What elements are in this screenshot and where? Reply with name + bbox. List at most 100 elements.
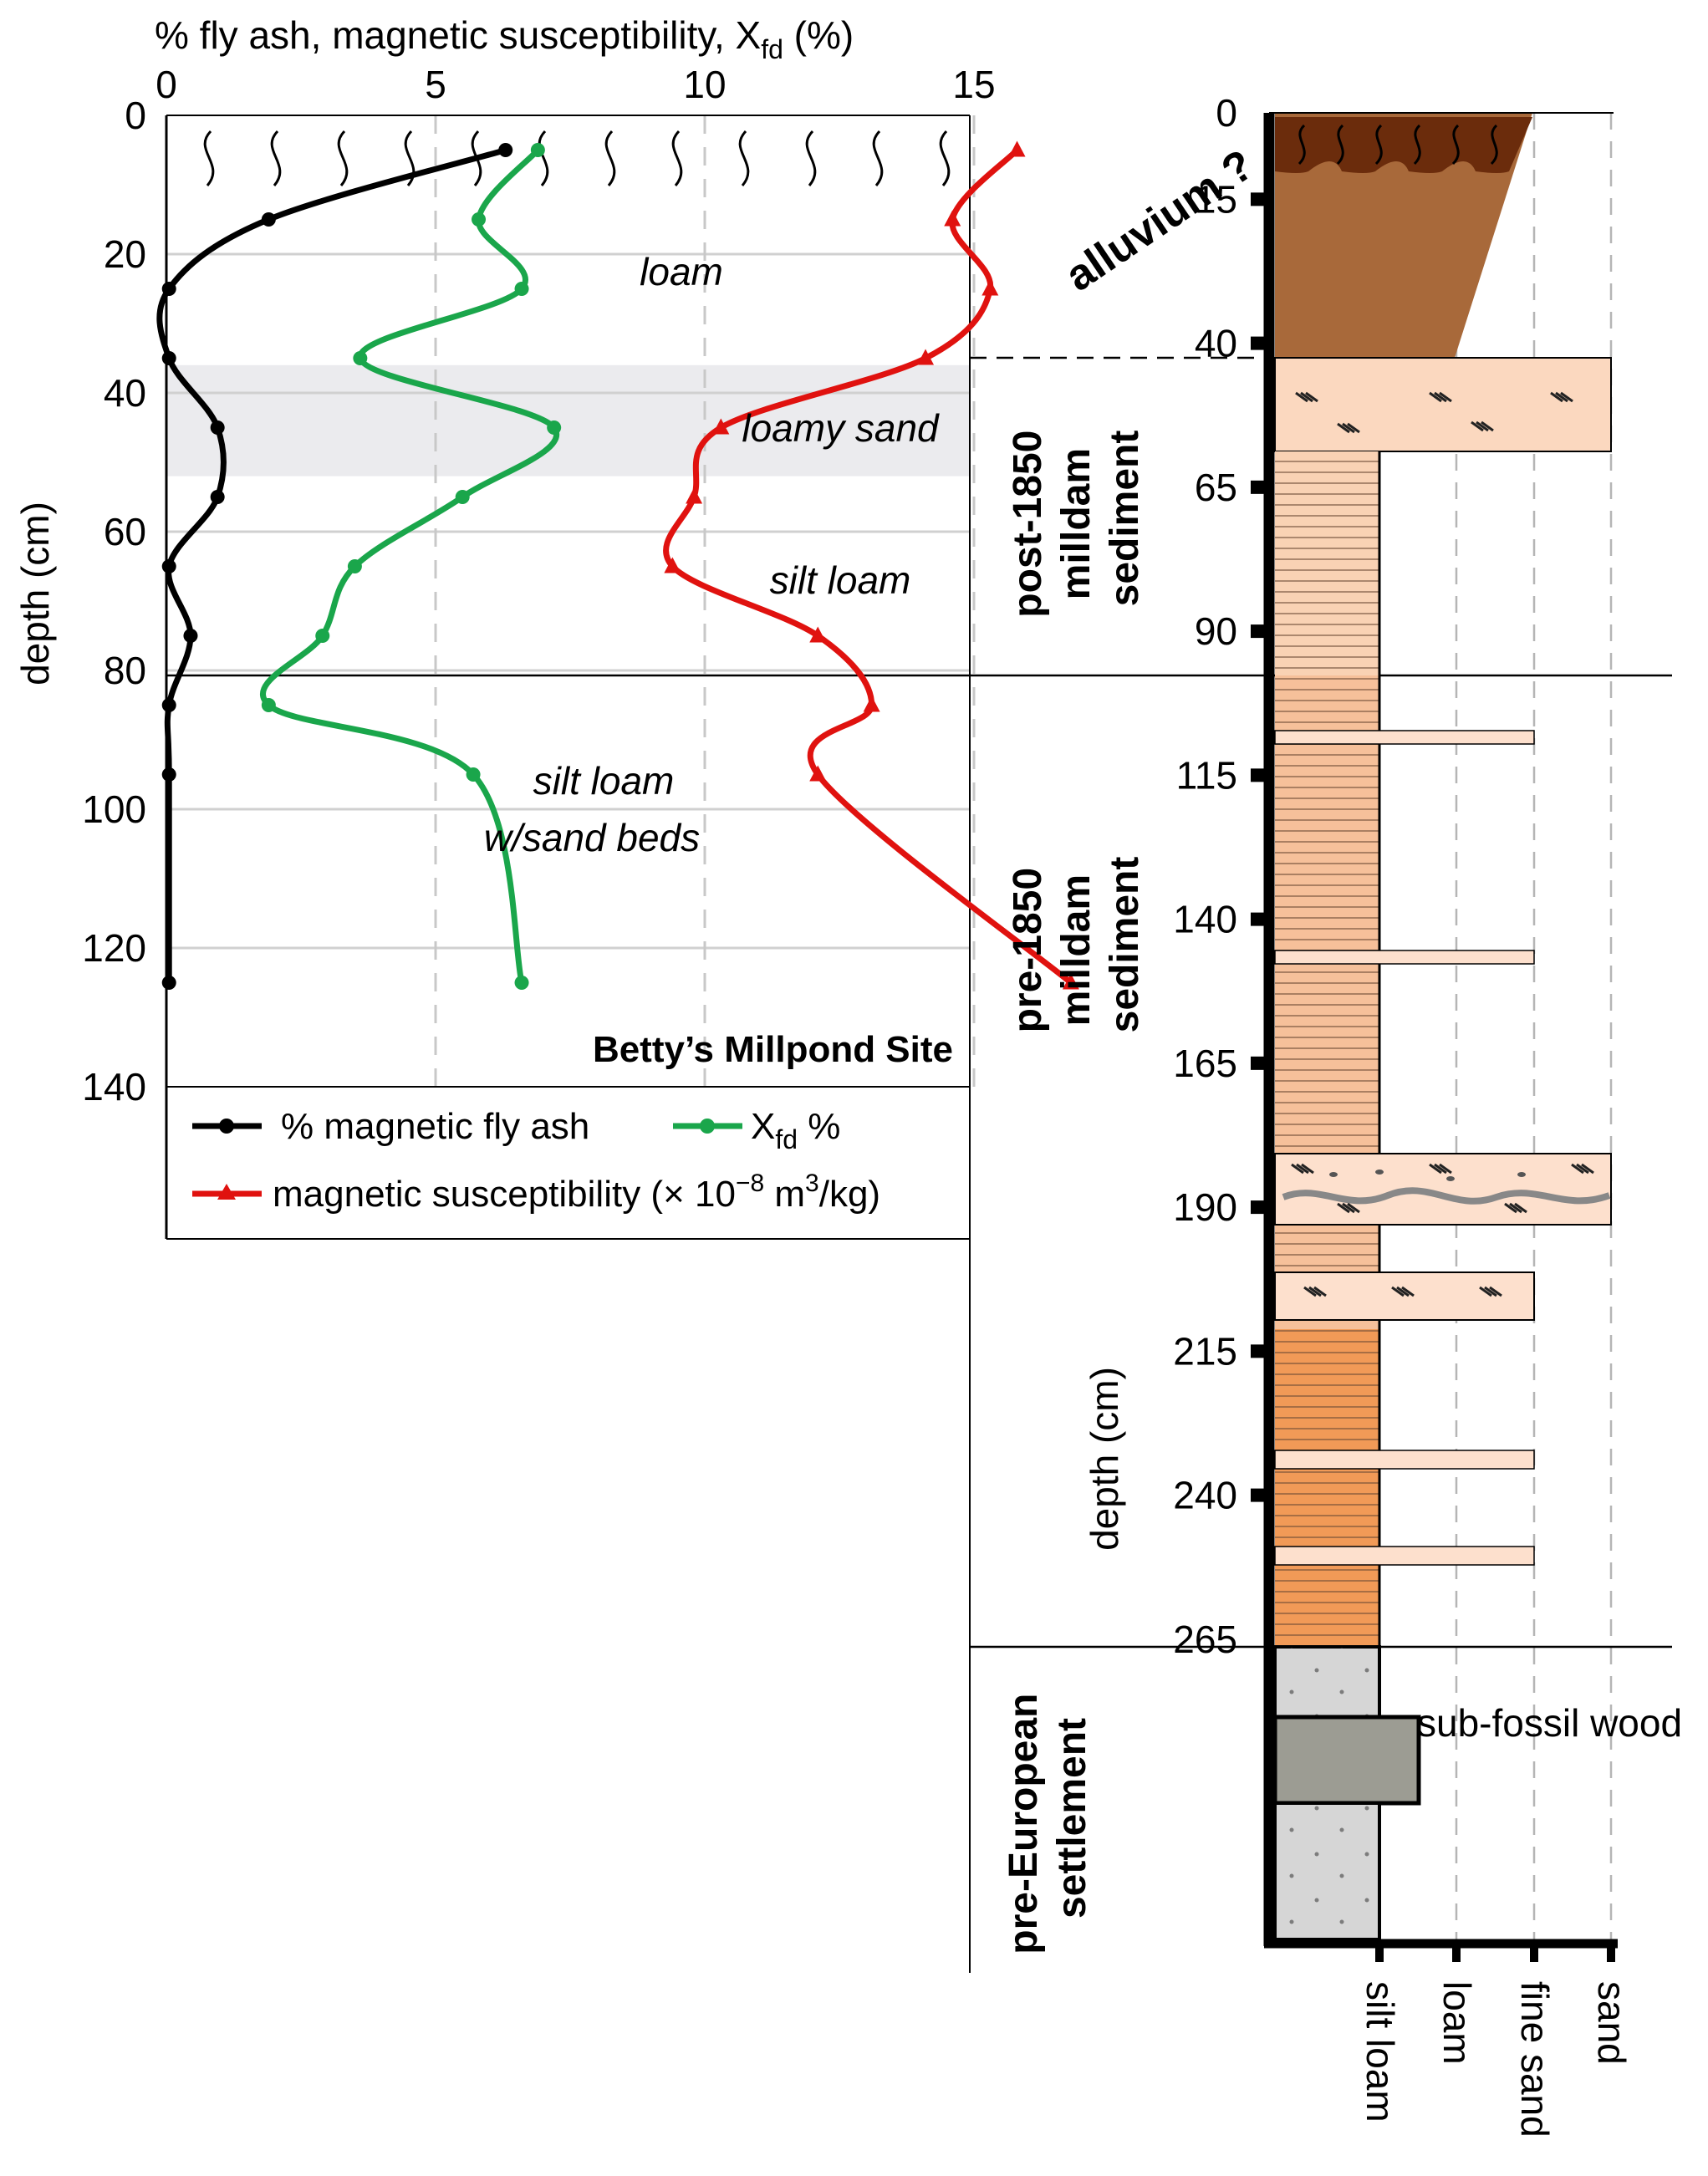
sand-hatch — [1576, 1163, 1589, 1175]
column-depth-label-165: 165 — [1173, 1042, 1237, 1085]
wave-symbol — [939, 130, 951, 186]
sand-hatch — [1434, 391, 1447, 403]
column-depth-label-215: 215 — [1173, 1329, 1237, 1373]
x-tick-5: 5 — [425, 63, 446, 106]
depth-tick-40 — [1251, 336, 1264, 350]
sand-hatch — [1555, 391, 1568, 403]
depth-tick-90 — [1251, 624, 1264, 639]
sand-hatch — [1560, 391, 1573, 403]
depth-tick-65 — [1251, 480, 1264, 494]
legend-label-xfd: Xfd % — [751, 1106, 840, 1154]
x-tick-labels: 0 5 10 15 — [156, 63, 995, 106]
annotation-silt-loam-lower: silt loam — [533, 759, 675, 803]
legend-item-xfd: Xfd % — [673, 1106, 840, 1154]
sand-hatch — [1296, 1163, 1309, 1175]
point-xfd — [455, 490, 470, 504]
sand-dot — [1446, 1176, 1455, 1181]
y-tick-60: 60 — [104, 510, 146, 553]
point-susceptibility — [1062, 973, 1079, 990]
unit-label-post-1850: post-1850 milldam sediment — [1006, 419, 1147, 617]
point-fly-ash — [161, 282, 176, 296]
sand-hatch — [1337, 422, 1350, 434]
sand-stringer-195 — [1274, 1450, 1535, 1470]
point-xfd — [353, 351, 368, 365]
x-tick-0: 0 — [156, 63, 177, 106]
grain-label-sand: sand — [1590, 1981, 1634, 2065]
grain-size-guides — [1455, 113, 1613, 1944]
annotation-loamy-sand: loamy sand — [742, 406, 940, 450]
x-tick-10: 10 — [683, 63, 726, 106]
sand-hatch — [1429, 1163, 1442, 1175]
sand-hatch — [1308, 1286, 1322, 1297]
sand-hatch — [1300, 391, 1313, 403]
grain-size-labels: silt loam loam fine sand sand — [1359, 1981, 1634, 2138]
point-susceptibility — [686, 487, 703, 504]
chart-title: Betty’s Millpond Site — [593, 1029, 953, 1070]
grain-tick-2 — [1530, 1944, 1538, 1962]
legend-item-susceptibility: magnetic susceptibility (× 10−8 m3/kg) — [192, 1170, 880, 1215]
column-depth-axis-title: depth (cm) — [1083, 1367, 1126, 1551]
grain-label-fine-sand: fine sand — [1513, 1981, 1557, 2138]
depth-tick-215 — [1251, 1344, 1264, 1358]
point-xfd — [514, 282, 529, 296]
sand-hatch — [1489, 1286, 1502, 1297]
point-fly-ash — [261, 212, 276, 227]
sand-dot — [1517, 1172, 1526, 1177]
legend-marker-xfd — [700, 1119, 715, 1134]
sand-hatch — [1509, 1202, 1522, 1214]
bioturbation-wave-symbols — [203, 130, 951, 186]
depth-tick-140 — [1251, 912, 1264, 926]
grain-label-loam: loam — [1435, 1981, 1479, 2065]
legend-marker-susceptibility — [217, 1184, 236, 1200]
sand-hatch — [1481, 420, 1494, 432]
sand-hatch — [1471, 420, 1484, 432]
column-depth-label-65: 65 — [1195, 466, 1237, 509]
point-susceptibility — [917, 349, 935, 365]
left-chart: % fly ash, magnetic susceptibility, Xfd … — [13, 13, 1672, 1973]
point-xfd — [530, 143, 545, 157]
sand-hatch — [1396, 1286, 1410, 1297]
wave-symbol — [1336, 124, 1344, 166]
wave-symbol — [604, 130, 616, 186]
legend-item-fly-ash: % magnetic fly ash — [192, 1106, 589, 1147]
point-xfd — [514, 976, 529, 990]
post-1850-silt-hatch — [1275, 451, 1379, 675]
point-susceptibility — [712, 418, 730, 435]
point-xfd — [466, 767, 481, 782]
column-depth-label-90: 90 — [1195, 609, 1237, 653]
wave-symbol — [671, 130, 683, 186]
sand-hatch — [1342, 422, 1355, 434]
unit-label-pre-1850: pre-1850 milldam sediment — [1006, 857, 1147, 1033]
x-tick-15: 15 — [952, 63, 995, 106]
point-fly-ash — [161, 767, 176, 782]
sand-hatch — [1347, 422, 1360, 434]
sand-hatch — [1479, 1286, 1492, 1297]
series-line-fly-ash — [156, 147, 507, 983]
sand-hatch — [1439, 1163, 1452, 1175]
sand-dot — [1375, 1170, 1384, 1175]
sand-hatch-symbols — [1291, 391, 1594, 1297]
sub-fossil-wood-block — [1272, 1715, 1421, 1806]
wave-symbol — [203, 130, 215, 186]
point-susceptibility — [863, 696, 880, 712]
sand-hatch — [1476, 420, 1489, 432]
depth-tick-190 — [1251, 1200, 1264, 1215]
wave-symbol — [738, 130, 750, 186]
point-fly-ash — [161, 351, 176, 365]
sand-stringer-92 — [1274, 730, 1535, 745]
y-tick-80: 80 — [104, 649, 146, 692]
right-column: alluvium ? post-1850 milldam sediment pr… — [970, 91, 1682, 2138]
sand-hatch — [1439, 391, 1452, 403]
wave-symbol — [872, 130, 884, 186]
pre-european-lower-dots — [1275, 1803, 1379, 1939]
point-susceptibility — [944, 210, 961, 227]
column-depth-label-15: 15 — [1195, 177, 1237, 221]
sand-hatch — [1303, 1286, 1317, 1297]
wave-symbol — [337, 130, 349, 186]
annotation-sand-beds: w/sand beds — [484, 816, 700, 859]
series-layer — [156, 140, 1079, 990]
sand-hatch — [1484, 1286, 1497, 1297]
sand-hatch — [1550, 391, 1563, 403]
sand-hatch — [1401, 1286, 1415, 1297]
